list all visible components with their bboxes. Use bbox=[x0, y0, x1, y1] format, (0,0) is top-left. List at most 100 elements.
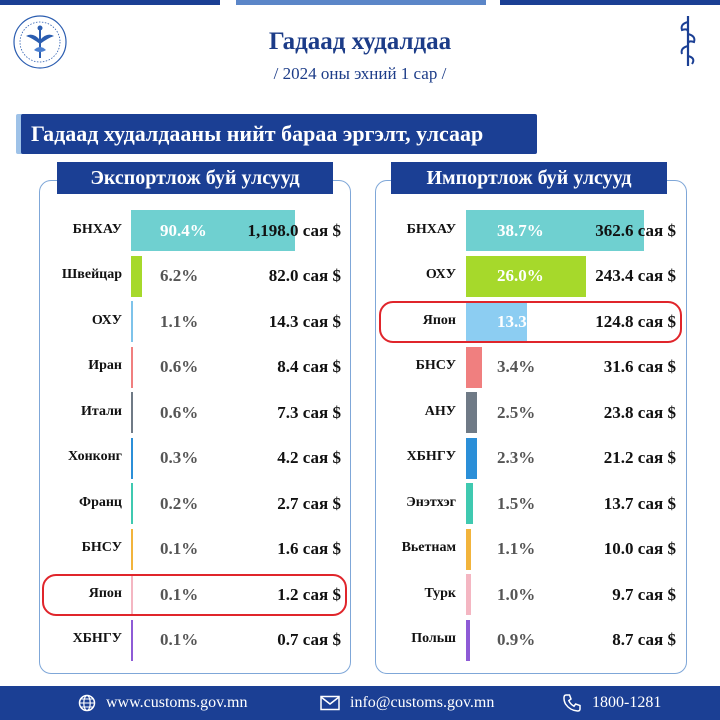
import-percent-label: 3.4% bbox=[497, 357, 536, 376]
import-bar bbox=[466, 483, 473, 524]
export-bar bbox=[131, 528, 133, 570]
export-percent-label: 0.2% bbox=[160, 493, 199, 513]
export-value-label: 14.3 сая $ bbox=[268, 311, 341, 331]
import-value-label: 21.2 сая $ bbox=[603, 448, 676, 467]
import-bar bbox=[466, 255, 586, 297]
footer-website-text: www.customs.gov.mn bbox=[106, 694, 248, 711]
mail-icon bbox=[320, 695, 340, 711]
globe-icon bbox=[78, 694, 96, 712]
top-accent-bar bbox=[500, 0, 720, 5]
import-percent-label: 1.1% bbox=[497, 539, 536, 558]
import-percent-label: 1.5% bbox=[497, 493, 536, 513]
export-bar bbox=[131, 619, 133, 661]
export-bar bbox=[131, 255, 143, 297]
export-percent-label: 1.1% bbox=[160, 311, 199, 331]
import-value-label: 23.8 сая $ bbox=[603, 402, 676, 422]
export-country-label: Иран bbox=[88, 358, 122, 373]
import-country-label: БНХАУ bbox=[406, 221, 456, 237]
export-bar bbox=[131, 483, 133, 524]
import-value-label: 243.4 сая $ bbox=[595, 266, 676, 285]
import-country-label: Япон bbox=[422, 312, 456, 328]
export-value-label: 82.0 сая $ bbox=[268, 266, 341, 285]
footer-phone[interactable]: 1800-1281 bbox=[562, 686, 661, 720]
export-percent-label: 0.3% bbox=[160, 448, 199, 467]
import-percent-label: 2.5% bbox=[497, 402, 536, 422]
import-value-label: 8.7 сая $ bbox=[612, 630, 676, 649]
export-panel bbox=[39, 180, 351, 674]
import-highlight-outline bbox=[379, 300, 682, 343]
import-bar bbox=[466, 619, 471, 661]
footer-phone-text: 1800-1281 bbox=[592, 694, 662, 711]
import-country-label: ОХУ bbox=[425, 267, 456, 282]
import-bar bbox=[466, 346, 482, 388]
export-bar bbox=[131, 574, 133, 615]
phone-icon bbox=[563, 694, 581, 712]
export-value-label: 8.4 сая $ bbox=[277, 357, 341, 376]
export-country-label: Хонконг bbox=[67, 449, 122, 464]
import-country-label: Вьетнам bbox=[401, 540, 456, 555]
import-bar bbox=[466, 301, 528, 342]
export-bar bbox=[131, 392, 133, 433]
export-panel-title: Экспортлож буй улсууд bbox=[57, 162, 333, 194]
import-panel-title: Импортлож буй улсууд bbox=[391, 162, 667, 194]
export-bar bbox=[131, 210, 295, 251]
footer-email[interactable]: info@customs.gov.mn bbox=[320, 686, 494, 720]
page-subtitle: / 2024 оны эхний 1 сар / bbox=[273, 64, 447, 83]
export-percent-label: 0.6% bbox=[160, 357, 199, 376]
footer-bar: www.customs.gov.mn info@customs.gov.mn 1… bbox=[0, 686, 720, 720]
export-value-label: 0.7 сая $ bbox=[277, 630, 341, 649]
import-percent-label: 38.7% bbox=[497, 220, 544, 240]
top-accent-bar bbox=[0, 0, 220, 5]
export-value-label: 1,198.0 сая $ bbox=[247, 220, 341, 240]
import-bar bbox=[466, 528, 472, 570]
page-title: Гадаад худалдаа bbox=[268, 28, 452, 55]
import-value-label: 9.7 сая $ bbox=[612, 584, 676, 604]
export-percent-label: 0.1% bbox=[160, 584, 199, 604]
import-country-label: Турк bbox=[424, 585, 457, 601]
import-percent-label: 2.3% bbox=[497, 448, 536, 467]
export-bar bbox=[131, 437, 133, 479]
export-country-label: Итали bbox=[81, 403, 122, 419]
export-percent-label: 6.2% bbox=[160, 266, 199, 285]
import-country-label: БНСУ bbox=[415, 358, 456, 373]
export-percent-label: 0.1% bbox=[160, 539, 199, 558]
export-country-label: ХБНГУ bbox=[72, 631, 122, 646]
import-value-label: 31.6 сая $ bbox=[603, 357, 676, 376]
export-country-label: Франц bbox=[79, 494, 122, 510]
export-highlight-outline bbox=[42, 573, 347, 616]
import-value-label: 124.8 сая $ bbox=[595, 311, 676, 331]
import-percent-label: 0.9% bbox=[497, 630, 536, 649]
import-value-label: 10.0 сая $ bbox=[603, 539, 676, 558]
import-percent-label: 13.3% bbox=[497, 311, 544, 331]
import-country-label: АНУ bbox=[424, 403, 456, 419]
export-country-label: ОХУ bbox=[91, 312, 122, 328]
import-bar bbox=[466, 437, 477, 479]
import-percent-label: 26.0% bbox=[497, 266, 544, 285]
top-accent-bar bbox=[236, 0, 486, 5]
import-country-label: Польш bbox=[411, 631, 456, 646]
export-value-label: 1.2 сая $ bbox=[277, 584, 341, 604]
export-bar bbox=[131, 301, 133, 342]
export-value-label: 7.3 сая $ bbox=[277, 402, 341, 422]
footer-email-text: info@customs.gov.mn bbox=[350, 694, 495, 711]
export-percent-label: 90.4% bbox=[160, 220, 207, 240]
import-value-label: 13.7 сая $ bbox=[603, 493, 676, 513]
export-value-label: 2.7 сая $ bbox=[277, 493, 341, 513]
import-country-label: Энэтхэг bbox=[406, 494, 456, 510]
customs-emblem-logo bbox=[13, 15, 67, 69]
export-value-label: 1.6 сая $ bbox=[277, 539, 341, 558]
footer-website[interactable]: www.customs.gov.mn bbox=[78, 686, 247, 720]
import-country-label: ХБНГУ bbox=[406, 449, 456, 464]
export-country-label: БНХАУ bbox=[72, 221, 122, 237]
export-value-label: 4.2 сая $ bbox=[277, 448, 341, 467]
export-country-label: Япон bbox=[88, 585, 122, 601]
import-bar bbox=[466, 210, 644, 251]
import-bar bbox=[466, 574, 471, 615]
export-percent-label: 0.6% bbox=[160, 402, 199, 422]
export-percent-label: 0.1% bbox=[160, 630, 199, 649]
export-country-label: Швейцар bbox=[61, 267, 122, 282]
section-banner: Гадаад худалдааны нийт бараа эргэлт, улс… bbox=[21, 114, 537, 154]
import-bar bbox=[466, 392, 478, 433]
mongolian-script-logo bbox=[680, 16, 696, 66]
import-value-label: 362.6 сая $ bbox=[595, 220, 676, 240]
